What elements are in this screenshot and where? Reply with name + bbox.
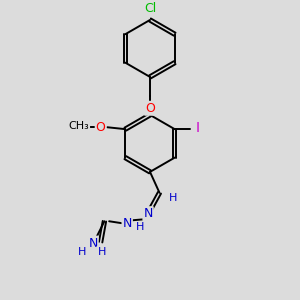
Text: N: N <box>88 237 98 250</box>
Text: H: H <box>136 222 145 232</box>
Text: O: O <box>97 245 106 258</box>
Text: N: N <box>122 217 132 230</box>
Text: I: I <box>196 121 200 135</box>
Text: H: H <box>169 194 177 203</box>
Text: H: H <box>98 247 106 256</box>
Text: O: O <box>96 121 106 134</box>
Text: H: H <box>77 247 86 256</box>
Text: CH₃: CH₃ <box>68 121 89 131</box>
Text: O: O <box>145 102 155 115</box>
Text: N: N <box>143 207 153 220</box>
Text: Cl: Cl <box>144 2 156 15</box>
